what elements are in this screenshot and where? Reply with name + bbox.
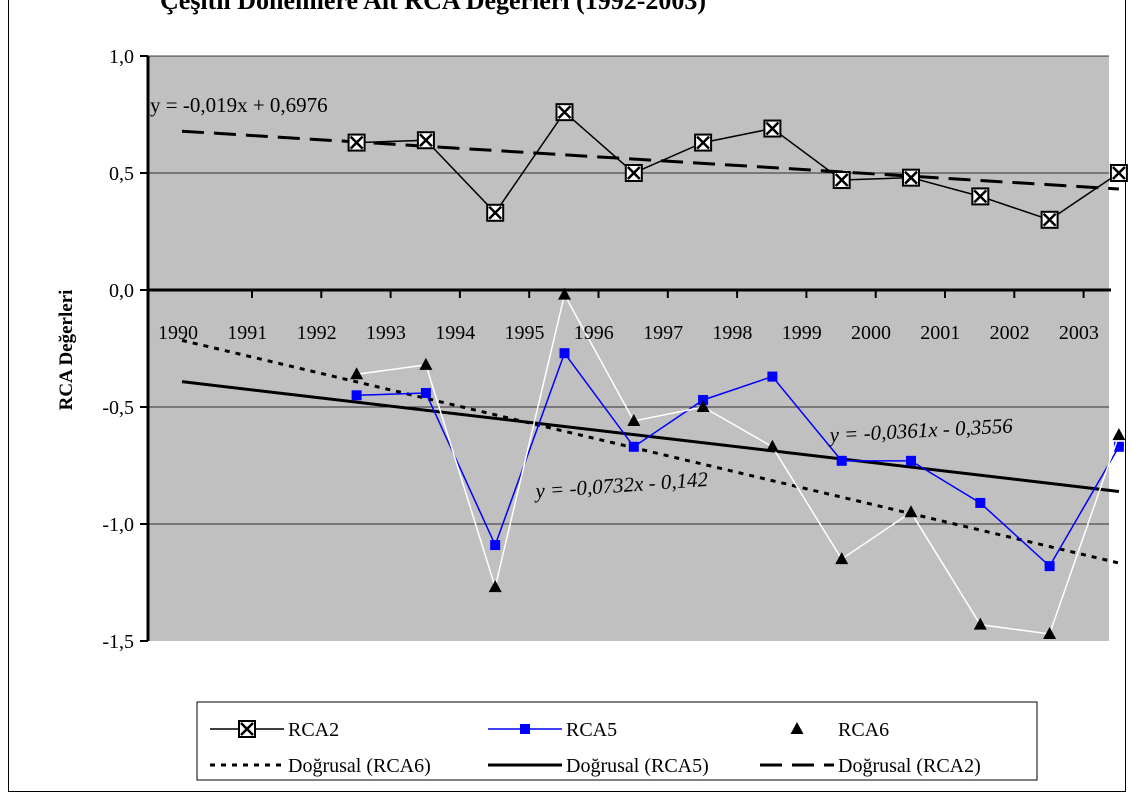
marker-rca6 (419, 357, 433, 370)
x-tick-label: 1996 (574, 322, 614, 344)
marker-rca2 (694, 133, 713, 152)
legend-item: RCA2 (210, 719, 339, 741)
marker-rca2 (416, 131, 435, 150)
y-tick-label: -1,0 (102, 514, 134, 536)
marker-rca6 (696, 400, 710, 412)
legend-swatch-marker (520, 724, 530, 734)
marker-rca6 (1043, 626, 1057, 639)
marker-rca5 (490, 540, 501, 551)
series-line-rca6 (356, 292, 1120, 635)
marker-rca2 (971, 187, 990, 206)
legend-label: RCA2 (288, 719, 339, 741)
legend-label: RCA6 (838, 719, 889, 741)
legend-box (196, 701, 1038, 781)
legend-item: Doğrusal (RCA2) (760, 755, 981, 777)
marker-rca5 (1113, 441, 1124, 452)
marker-rca6 (835, 552, 849, 565)
x-tick-label: 2000 (851, 322, 891, 344)
y-tick-label: 1,0 (109, 46, 134, 68)
marker-rca6 (627, 414, 641, 427)
legend-label: Doğrusal (RCA6) (288, 755, 431, 777)
legend-label: Doğrusal (RCA2) (838, 755, 981, 777)
equation-rca2: y = -0,019x + 0,6976 (150, 93, 328, 117)
x-tick-label: 1992 (297, 322, 337, 344)
series-layer (347, 103, 1128, 639)
x-tick-label: 1994 (435, 322, 475, 344)
marker-rca2 (347, 133, 366, 152)
legend-label: RCA5 (566, 719, 617, 741)
marker-rca6 (1112, 428, 1126, 441)
x-tick-label: 1993 (366, 322, 406, 344)
marker-x (1042, 212, 1057, 227)
x-tick-label: 2002 (990, 322, 1030, 344)
y-tick-label: -0,5 (102, 397, 134, 419)
axes (140, 55, 1111, 642)
y-tick-label: 0,5 (109, 163, 134, 185)
legend-item: Doğrusal (RCA6) (210, 755, 431, 777)
trendline-rca5 (181, 380, 1120, 493)
y-axis-label: RCA Değerleri (56, 290, 77, 411)
legend-item: Doğrusal (RCA5) (488, 755, 709, 777)
marker-rca2 (763, 119, 782, 138)
x-tick-label: 1999 (782, 322, 822, 344)
y-tick-label: 0,0 (109, 280, 134, 302)
x-tick-label: 2001 (920, 322, 960, 344)
legend-item: RCA6 (790, 719, 889, 741)
series-line-rca2 (356, 111, 1120, 221)
marker-x (626, 166, 641, 180)
trendline-rca2 (181, 129, 1119, 191)
marker-x (973, 189, 988, 204)
marker-x (696, 135, 710, 150)
marker-rca6 (350, 367, 364, 380)
x-tick-label: 1998 (712, 322, 752, 344)
plot-area (148, 56, 1109, 641)
marker-x (1112, 166, 1126, 180)
marker-x (765, 121, 780, 136)
marker-rca2 (1109, 164, 1128, 182)
legend-label: Doğrusal (RCA5) (566, 755, 709, 777)
x-tick-label: 1995 (505, 322, 545, 344)
marker-x (834, 173, 849, 187)
marker-rca2 (902, 168, 920, 187)
legend-swatch-marker (790, 722, 804, 734)
marker-rca5 (975, 497, 986, 508)
marker-rca6 (488, 580, 502, 593)
marker-rca5 (836, 455, 847, 466)
marker-rca5 (906, 455, 916, 466)
marker-rca6 (904, 505, 918, 518)
marker-rca2 (1040, 210, 1059, 229)
marker-x (488, 205, 503, 220)
legend-item: RCA5 (488, 719, 617, 741)
marker-rca2 (624, 164, 643, 182)
marker-x (904, 170, 918, 185)
y-tick-label: -1,5 (102, 631, 134, 653)
marker-rca5 (559, 348, 570, 359)
marker-x (349, 135, 364, 150)
x-tick-label: 2003 (1059, 322, 1099, 344)
trendlines (181, 129, 1120, 565)
axis-labels: 1,0 0,5 0,0 -0,5 -1,0 -1,5 1990 1991 1992 1993 199… (102, 46, 1099, 653)
marker-x (557, 105, 572, 120)
marker-rca5 (420, 387, 431, 398)
marker-rca6 (558, 287, 571, 300)
legend: RCA2 RCA5 RCA6 Doğrusal (RCA6) Doğrusal (RCA… (210, 719, 981, 777)
marker-x (419, 133, 433, 148)
marker-rca2 (832, 171, 851, 190)
marker-rca5 (351, 390, 362, 401)
marker-rca5 (1044, 561, 1055, 572)
marker-rca5 (767, 371, 778, 382)
marker-rca5 (698, 394, 709, 405)
chart-title: Çeşitli Dönemlere Ait RCA Değerleri (199… (160, 0, 707, 15)
marker-rca6 (973, 617, 987, 630)
x-tick-label: 1991 (227, 322, 267, 344)
x-tick-label: 1990 (158, 322, 198, 344)
series-line-rca5 (356, 351, 1120, 568)
x-tick-label: 1997 (643, 322, 683, 344)
marker-rca2 (555, 103, 574, 122)
marker-rca6 (765, 439, 779, 452)
legend-swatch-x (240, 722, 254, 736)
marker-rca5 (628, 441, 639, 452)
marker-rca2 (486, 203, 505, 222)
